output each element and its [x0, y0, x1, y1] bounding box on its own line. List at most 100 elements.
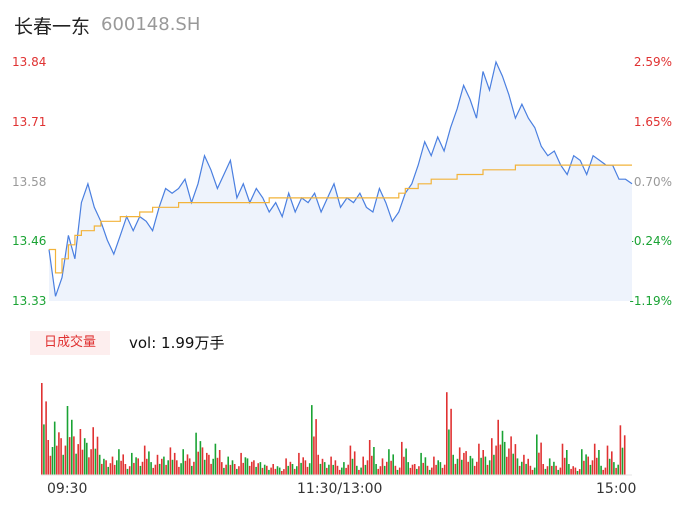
volume-bar: [563, 457, 566, 475]
volume-bar: [493, 454, 495, 475]
volume-bar: [283, 469, 285, 475]
volume-bar: [598, 450, 600, 475]
volume-bar: [131, 452, 133, 475]
volume-bar: [619, 425, 622, 475]
volume-bar: [122, 454, 124, 475]
volume-bar: [156, 454, 159, 475]
volume-bar: [593, 443, 596, 475]
volume-bar: [158, 463, 161, 475]
volume-bar: [300, 462, 302, 475]
volume-bar: [111, 456, 114, 475]
volume-bar: [621, 447, 624, 475]
volume-bar: [576, 471, 579, 475]
volume-bar: [514, 444, 517, 475]
volume-bar: [443, 464, 446, 475]
volume-bar: [392, 454, 394, 475]
volume-bar: [180, 463, 182, 475]
volume-bar: [240, 452, 242, 475]
volume-bar: [508, 448, 510, 475]
volume-bar: [88, 457, 90, 475]
volume-bar: [411, 464, 414, 475]
volume-bar: [497, 419, 499, 475]
volume-bar: [218, 450, 221, 475]
volume-bar: [161, 458, 163, 475]
volume-bar: [613, 462, 615, 475]
volume-bar: [349, 445, 352, 475]
volume-bar: [137, 458, 139, 475]
volume-bar: [251, 461, 253, 475]
volume-bar: [77, 444, 79, 475]
volume-bar: [604, 467, 607, 475]
volume-bar: [223, 467, 225, 475]
volume-bar: [216, 457, 219, 475]
stock-name: 长春一东: [14, 16, 91, 38]
volume-bar: [315, 419, 317, 475]
percent-tick-label: 2.59%: [633, 55, 672, 69]
volume-bar: [298, 452, 300, 475]
volume-bar: [51, 447, 54, 475]
volume-bar: [199, 441, 202, 475]
volume-bar: [248, 465, 251, 475]
volume-bar: [308, 463, 311, 475]
volume-bar: [96, 436, 99, 475]
volume-bar: [128, 466, 131, 475]
volume-bar: [253, 460, 255, 475]
volume-bar: [143, 445, 146, 475]
volume-bar: [302, 457, 304, 475]
volume-bar: [184, 460, 187, 475]
volume-bar: [94, 448, 97, 475]
volume-bar: [525, 463, 527, 475]
volume-bar: [214, 443, 217, 475]
volume-bar: [242, 462, 244, 475]
percent-tick-label: -1.19%: [629, 294, 672, 308]
volume-bar: [478, 443, 480, 475]
price-tick-label: 13.71: [12, 114, 47, 129]
volume-bar: [426, 465, 429, 475]
volume-bar: [602, 469, 604, 475]
volume-bar: [418, 466, 420, 475]
volume-bar: [448, 429, 450, 475]
time-tick-label: 11:30/13:00: [297, 481, 383, 497]
volume-bar: [186, 454, 189, 475]
volume-bar: [289, 461, 292, 475]
volume-bar: [566, 450, 568, 475]
volume-bar: [533, 467, 536, 475]
volume-bar: [587, 456, 589, 475]
time-tick-label: 09:30: [47, 481, 88, 497]
volume-bar: [231, 460, 234, 475]
volume-bar: [512, 453, 514, 475]
volume-bar: [473, 465, 476, 475]
volume-bar: [431, 467, 433, 475]
volume-bar: [45, 401, 47, 475]
volume-bar: [116, 460, 118, 475]
volume-bar: [371, 455, 373, 475]
volume-bar: [495, 445, 497, 475]
volume-bar: [362, 456, 364, 475]
volume-bar: [396, 469, 399, 475]
volume-bar: [208, 454, 210, 475]
volume-bar: [486, 464, 489, 475]
volume-bar: [75, 453, 77, 475]
volume-bar: [304, 460, 307, 475]
price-tick-label: 13.33: [12, 294, 47, 308]
volume-bar: [437, 460, 439, 475]
volume-tab[interactable]: 日成交量: [30, 331, 110, 355]
volume-bar: [167, 460, 169, 475]
volume-bar: [278, 467, 281, 475]
volume-bar: [197, 451, 199, 475]
volume-bar: [553, 461, 555, 475]
volume-bar: [364, 464, 367, 475]
volume-bar: [176, 460, 178, 475]
volume-bar: [206, 452, 208, 475]
volume-bar: [270, 467, 272, 475]
volume-bar: [109, 463, 112, 475]
volume-bar: [471, 458, 474, 475]
volume-bar: [221, 462, 223, 475]
volume-bar: [293, 468, 296, 475]
volume-bar: [210, 463, 212, 475]
volume-bar: [323, 462, 326, 475]
volume-bar: [203, 459, 206, 475]
volume-bar: [452, 454, 454, 475]
volume-bar: [591, 460, 594, 475]
volume-bar: [499, 444, 502, 475]
